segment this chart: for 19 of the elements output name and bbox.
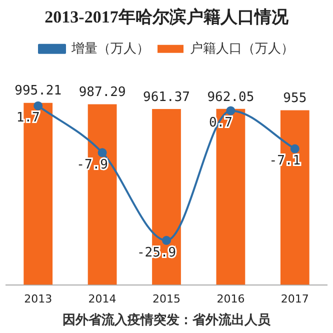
data-label: 995.21 bbox=[14, 84, 62, 99]
text: 因外省流入疫情突发：省外流出人员 bbox=[62, 312, 272, 328]
x-tick-label: 2017 bbox=[280, 292, 309, 306]
data-label: 955 bbox=[283, 91, 307, 106]
point bbox=[162, 236, 171, 245]
point bbox=[290, 144, 300, 154]
chart-title: 2013-2017年哈尔滨户籍人口情况 bbox=[44, 8, 290, 27]
x-tick-label: 2013 bbox=[24, 292, 52, 306]
x-tick-label: 2015 bbox=[152, 292, 180, 306]
x-tick-label: 2016 bbox=[216, 292, 245, 306]
point bbox=[226, 106, 236, 116]
point bbox=[34, 101, 43, 110]
data-label: 962.05 bbox=[207, 90, 254, 105]
legend-label: 增量（万人） bbox=[70, 41, 150, 56]
point bbox=[98, 148, 107, 158]
legend-label: 户籍人口（万人） bbox=[190, 41, 294, 56]
data-label: 961.37 bbox=[143, 90, 190, 105]
data-label: 987.29 bbox=[78, 85, 126, 100]
x-tick-label: 2014 bbox=[88, 292, 116, 306]
